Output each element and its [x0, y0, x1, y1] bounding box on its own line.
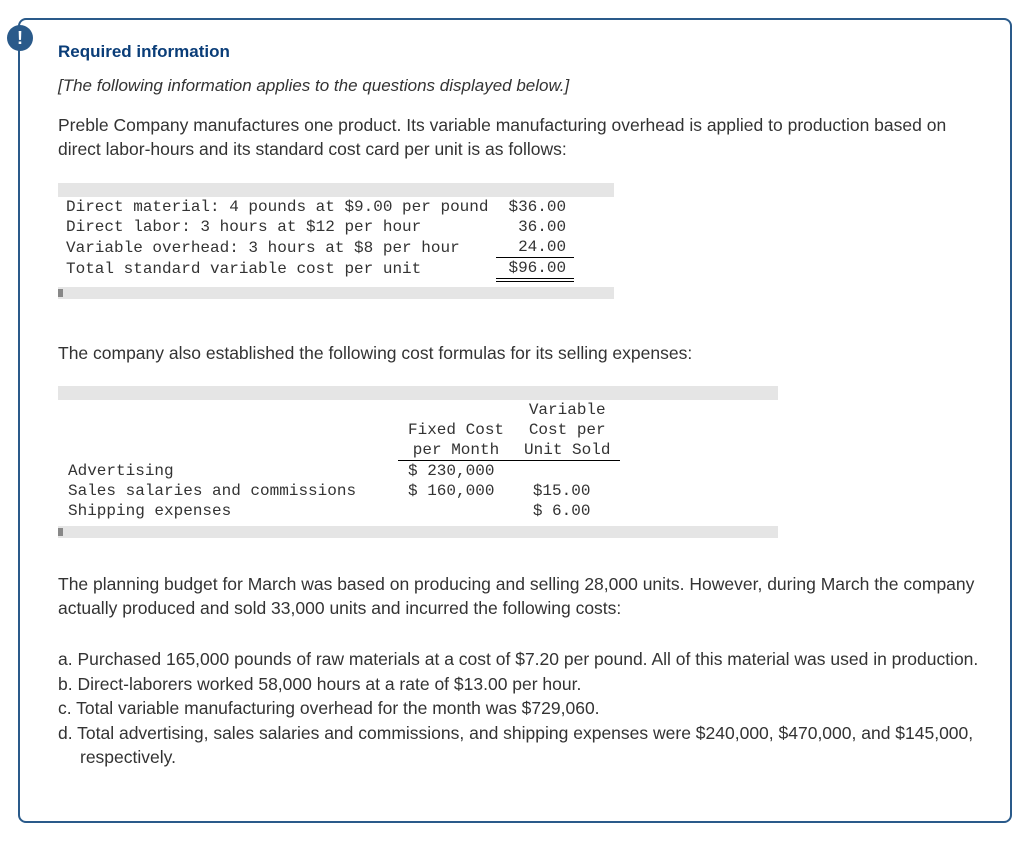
table-total-row: Total standard variable cost per unit $9… [58, 258, 574, 281]
intro-paragraph: Preble Company manufactures one product.… [58, 114, 982, 161]
list-item: a. Purchased 165,000 pounds of raw mater… [58, 648, 982, 672]
expense-label: Shipping expenses [58, 501, 398, 521]
empty-header [58, 400, 398, 420]
expense-label: Sales salaries and commissions [58, 481, 398, 501]
empty-header [58, 420, 398, 440]
column-header: Variable [514, 400, 620, 420]
planning-paragraph: The planning budget for March was based … [58, 573, 982, 620]
cost-label: Variable overhead: 3 hours at $8 per hou… [58, 237, 496, 258]
standard-cost-card: Direct material: 4 pounds at $9.00 per p… [58, 183, 614, 299]
column-header: Cost per [514, 420, 620, 440]
table-row: Shipping expenses $ 6.00 [58, 501, 620, 521]
selling-expenses-table: Variable Fixed Cost Cost per per Month U… [58, 386, 778, 538]
table-bottom-bar [58, 526, 778, 538]
table-row: Variable overhead: 3 hours at $8 per hou… [58, 237, 574, 258]
list-item: d. Total advertising, sales salaries and… [58, 722, 982, 769]
cost-label: Direct labor: 3 hours at $12 per hour [58, 217, 496, 237]
table-header-row: Fixed Cost Cost per [58, 420, 620, 440]
empty-header [58, 440, 398, 461]
table-header-row: per Month Unit Sold [58, 440, 620, 461]
column-header: Unit Sold [514, 440, 620, 461]
fixed-cost-value: $ 230,000 [398, 460, 514, 481]
table-row: Advertising $ 230,000 [58, 460, 620, 481]
selling-intro: The company also established the followi… [58, 342, 982, 366]
table-top-bar [58, 386, 778, 400]
table-row: Direct labor: 3 hours at $12 per hour 36… [58, 217, 574, 237]
table-row: Direct material: 4 pounds at $9.00 per p… [58, 197, 574, 217]
column-header: Fixed Cost [398, 420, 514, 440]
info-panel: Required information [The following info… [18, 18, 1012, 823]
column-header: per Month [398, 440, 514, 461]
cost-total-value: $96.00 [496, 258, 574, 281]
cost-total-label: Total standard variable cost per unit [58, 258, 496, 281]
context-note: [The following information applies to th… [58, 76, 982, 96]
cost-label: Direct material: 4 pounds at $9.00 per p… [58, 197, 496, 217]
cost-value: 24.00 [496, 237, 574, 258]
cost-value: 36.00 [496, 217, 574, 237]
exclamation-icon: ! [17, 29, 23, 47]
table-top-bar [58, 183, 614, 197]
cost-list: a. Purchased 165,000 pounds of raw mater… [58, 648, 982, 769]
cost-value: $36.00 [496, 197, 574, 217]
list-item: b. Direct-laborers worked 58,000 hours a… [58, 673, 982, 697]
variable-cost-value: $15.00 [514, 481, 620, 501]
panel-heading: Required information [58, 42, 982, 62]
fixed-cost-value: $ 160,000 [398, 481, 514, 501]
fixed-cost-value [398, 501, 514, 521]
selling-table-inner: Variable Fixed Cost Cost per per Month U… [58, 400, 620, 521]
cost-card-table: Direct material: 4 pounds at $9.00 per p… [58, 197, 574, 282]
variable-cost-value [514, 460, 620, 481]
list-item: c. Total variable manufacturing overhead… [58, 697, 982, 721]
expense-label: Advertising [58, 460, 398, 481]
table-row: Sales salaries and commissions $ 160,000… [58, 481, 620, 501]
table-bottom-bar [58, 287, 614, 299]
table-header-row: Variable [58, 400, 620, 420]
variable-cost-value: $ 6.00 [514, 501, 620, 521]
empty-header [398, 400, 514, 420]
alert-icon: ! [7, 25, 33, 51]
